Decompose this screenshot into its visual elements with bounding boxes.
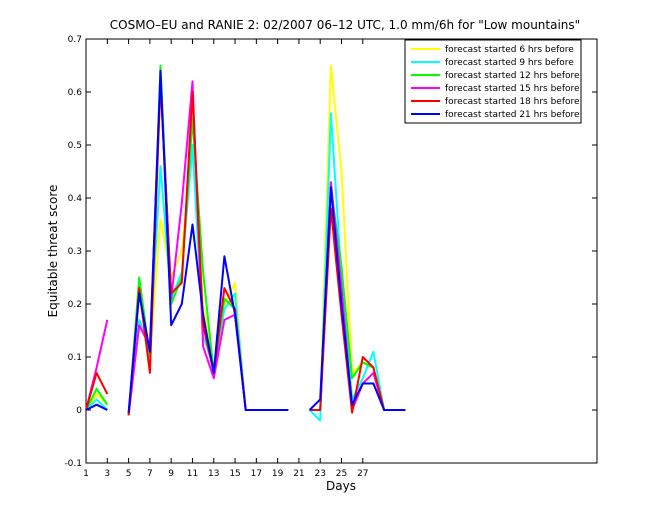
x-axis: 1 3 5 7 9 11 13 15 17 19 21 23 25 27 xyxy=(83,39,369,479)
legend-label-5: forecast started 18 hrs before xyxy=(445,97,580,107)
legend: forecast started 6 hrs before forecast st… xyxy=(404,39,582,124)
y-tick-label: -0.1 xyxy=(64,459,82,469)
legend-label-1: forecast started 6 hrs before xyxy=(445,45,574,55)
x-tick-label: 11 xyxy=(187,469,198,479)
series-line-2-segment-1 xyxy=(85,398,109,411)
y-tick-label: 0.2 xyxy=(68,300,82,310)
x-tick-label: 25 xyxy=(336,469,347,479)
y-tick-label: 0.6 xyxy=(68,88,83,98)
x-tick-label: 21 xyxy=(293,469,304,479)
x-tick-label: 13 xyxy=(208,469,219,479)
series-line-6-segment-3 xyxy=(308,186,406,411)
y-tick-label: 0.7 xyxy=(68,35,82,45)
series-lines xyxy=(85,64,406,422)
legend-box xyxy=(404,39,582,124)
series-line-3-segment-1 xyxy=(85,387,109,411)
series-line-5-segment-1 xyxy=(85,371,109,411)
y-axis-label: Equitable threat score xyxy=(46,185,60,318)
legend-label-3: forecast started 12 hrs before xyxy=(445,71,580,81)
x-tick-label: 5 xyxy=(126,469,132,479)
legend-label-4: forecast started 15 hrs before xyxy=(445,84,580,94)
y-tick-label: 0.3 xyxy=(68,247,82,257)
y-tick-label: 0 xyxy=(76,406,82,416)
x-tick-label: 1 xyxy=(83,469,89,479)
legend-label-2: forecast started 9 hrs before xyxy=(445,58,574,68)
x-tick-label: 7 xyxy=(147,469,153,479)
x-tick-label: 23 xyxy=(314,469,325,479)
x-tick-label: 15 xyxy=(229,469,240,479)
x-tick-label: 9 xyxy=(168,469,174,479)
x-tick-label: 19 xyxy=(272,469,284,479)
x-axis-label: Days xyxy=(326,479,356,493)
y-axis: -0.1 0 0.1 0.2 0.3 0.4 0.5 0.6 0.7 xyxy=(64,35,597,469)
y-tick-label: 0.4 xyxy=(68,194,83,204)
series-line-6-segment-2 xyxy=(127,69,289,413)
x-tick-label: 3 xyxy=(104,469,110,479)
y-tick-label: 0.1 xyxy=(68,353,82,363)
x-tick-label: 27 xyxy=(357,469,368,479)
y-tick-label: 0.5 xyxy=(68,141,82,151)
chart-title: COSMO–EU and RANIE 2: 02/2007 06–12 UTC,… xyxy=(110,18,580,32)
legend-label-6: forecast started 21 hrs before xyxy=(445,110,580,120)
series-line-6-segment-1 xyxy=(85,403,108,411)
x-tick-label: 17 xyxy=(251,469,262,479)
